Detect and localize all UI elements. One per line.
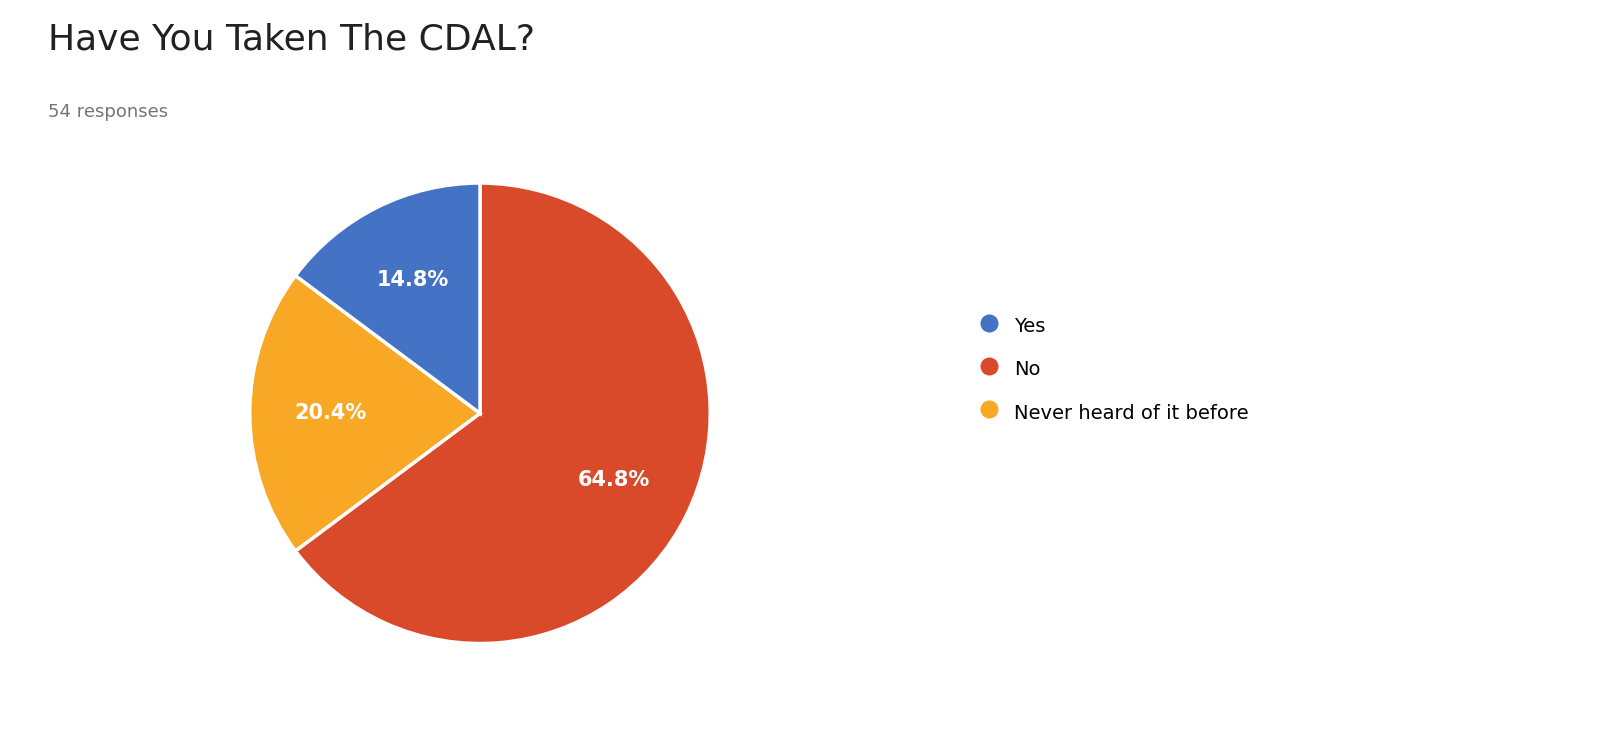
Text: 64.8%: 64.8%: [578, 470, 650, 490]
Legend: Yes, No, Never heard of it before: Yes, No, Never heard of it before: [970, 304, 1259, 434]
Text: 14.8%: 14.8%: [376, 269, 450, 289]
Wedge shape: [296, 183, 710, 644]
Text: Have You Taken The CDAL?: Have You Taken The CDAL?: [48, 22, 534, 56]
Wedge shape: [296, 183, 480, 413]
Text: 20.4%: 20.4%: [294, 403, 366, 424]
Text: 54 responses: 54 responses: [48, 103, 168, 121]
Wedge shape: [250, 275, 480, 551]
